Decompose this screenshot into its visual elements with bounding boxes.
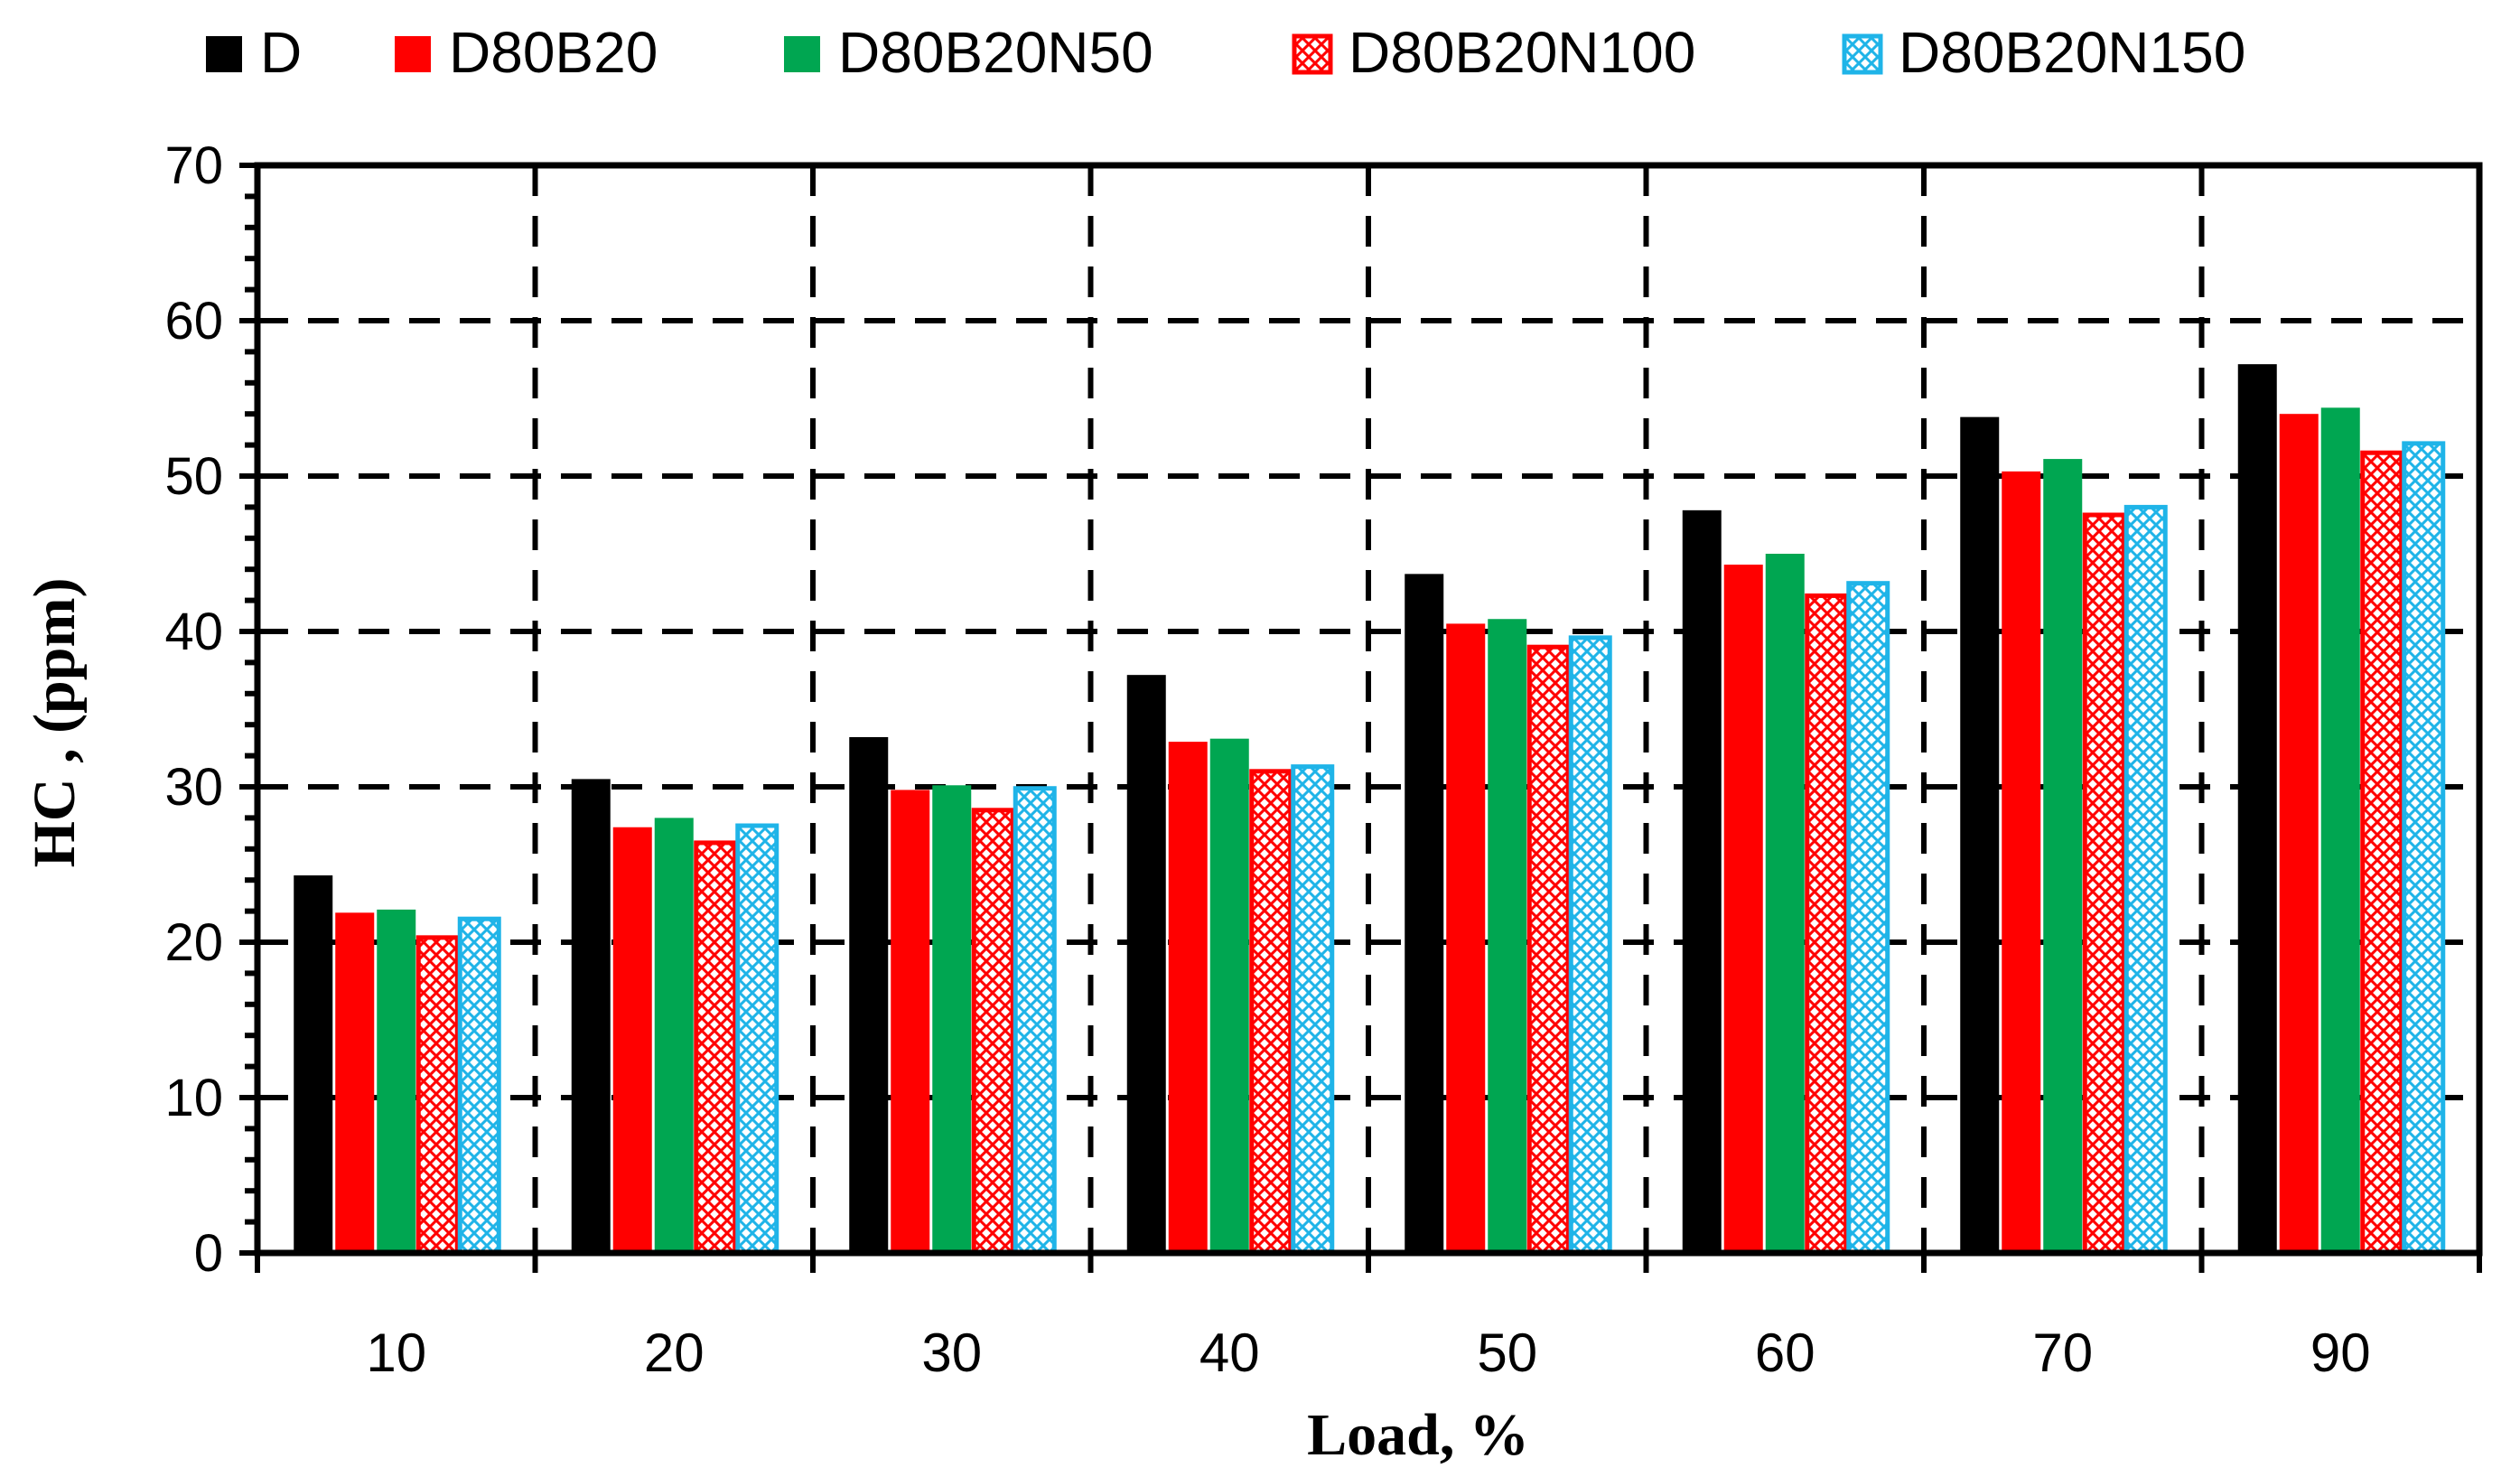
bar-d80b20n100-90 xyxy=(2360,450,2404,1256)
legend-label-d: D xyxy=(260,20,302,85)
y-tick-label: 10 xyxy=(164,1069,223,1127)
legend-label-d80b20n100: D80B20N100 xyxy=(1349,20,1695,85)
bar-d-20 xyxy=(571,779,611,1253)
x-tick-label: 70 xyxy=(2032,1323,2093,1383)
legend-label-d80b20: D80B20 xyxy=(449,20,658,85)
bar-d80b20n50-40 xyxy=(1209,738,1249,1253)
bar-d80b20n150-90 xyxy=(2402,441,2446,1256)
bar-d80b20n100-30 xyxy=(971,808,1015,1256)
bar-d80b20n50-30 xyxy=(932,785,972,1253)
bar-d-60 xyxy=(1682,509,1722,1253)
bar-d80b20-40 xyxy=(1168,742,1208,1253)
bar-d80b20n100-60 xyxy=(1805,593,1849,1256)
legend-swatch-d80b20n100 xyxy=(1292,33,1333,75)
bar-d80b20n150-50 xyxy=(1568,635,1612,1256)
x-tick-label: 30 xyxy=(921,1323,982,1383)
bar-d80b20n100-40 xyxy=(1249,769,1293,1256)
bar-d80b20-60 xyxy=(1723,565,1763,1253)
bar-d-10 xyxy=(294,875,333,1253)
bar-d-40 xyxy=(1126,675,1166,1253)
legend: D D80B20 D80B20N50 D80B20N100 D80B20N150 xyxy=(206,20,2245,85)
bar-d80b20n50-70 xyxy=(2043,459,2083,1254)
x-axis-title: Load, % xyxy=(1307,1402,1529,1468)
x-tick-label: 20 xyxy=(644,1323,705,1383)
bar-d80b20n150-10 xyxy=(457,916,501,1256)
bar-d80b20n50-60 xyxy=(1765,554,1805,1253)
bar-d80b20n100-10 xyxy=(415,935,460,1256)
y-tick-label: 60 xyxy=(164,292,223,351)
legend-swatch-d80b20n50 xyxy=(784,36,820,72)
bar-d80b20-50 xyxy=(1446,623,1486,1253)
bar-d80b20-70 xyxy=(2002,471,2041,1253)
x-tick-label: 10 xyxy=(366,1323,426,1383)
bar-d-30 xyxy=(849,736,889,1253)
bar-d80b20n50-10 xyxy=(377,909,416,1253)
y-axis-title: HC , (ppm) xyxy=(22,578,88,868)
axes-layer xyxy=(239,162,2483,1273)
x-tick-label: 40 xyxy=(1199,1323,1260,1383)
bar-d80b20-20 xyxy=(612,827,652,1253)
bar-d80b20n100-20 xyxy=(694,840,738,1256)
bar-d80b20n150-30 xyxy=(1013,786,1057,1256)
bar-d80b20n100-70 xyxy=(2082,512,2126,1256)
bar-d80b20n150-40 xyxy=(1291,764,1335,1256)
bar-d80b20-90 xyxy=(2279,414,2319,1253)
y-tick-label: 30 xyxy=(164,758,223,817)
bar-d-70 xyxy=(1960,416,2000,1253)
x-tick-label: 50 xyxy=(1477,1323,1537,1383)
x-tick-label: 60 xyxy=(1755,1323,1815,1383)
bar-d80b20-10 xyxy=(335,912,375,1253)
legend-label-d80b20n150: D80B20N150 xyxy=(1899,20,2245,85)
bar-d80b20n50-50 xyxy=(1488,619,1527,1253)
y-tick-label: 0 xyxy=(194,1224,223,1283)
bar-d80b20n150-20 xyxy=(735,823,779,1256)
legend-swatch-d80b20 xyxy=(395,36,431,72)
bar-d-50 xyxy=(1405,574,1444,1253)
bars-layer xyxy=(294,364,2446,1256)
bar-d80b20n150-70 xyxy=(2123,504,2168,1256)
bar-d80b20n150-60 xyxy=(1846,581,1890,1256)
y-tick-label: 20 xyxy=(164,913,223,972)
legend-label-d80b20n50: D80B20N50 xyxy=(838,20,1153,85)
bar-d80b20n50-20 xyxy=(654,818,694,1253)
x-tick-label: 90 xyxy=(2310,1323,2371,1383)
legend-swatch-d80b20n150 xyxy=(1842,33,1883,75)
bar-d80b20-30 xyxy=(891,790,930,1253)
bar-d80b20n50-90 xyxy=(2320,407,2360,1253)
bar-d-90 xyxy=(2237,364,2277,1253)
y-tick-label: 40 xyxy=(164,603,223,661)
y-tick-label: 70 xyxy=(164,136,223,195)
legend-swatch-d xyxy=(206,36,242,72)
y-tick-label: 50 xyxy=(164,447,223,506)
labels-layer: 0 10 20 30 40 50 60 70 10 20 30 40 50 60 70 90 xyxy=(164,136,2370,1383)
bar-d80b20n100-50 xyxy=(1526,644,1571,1256)
